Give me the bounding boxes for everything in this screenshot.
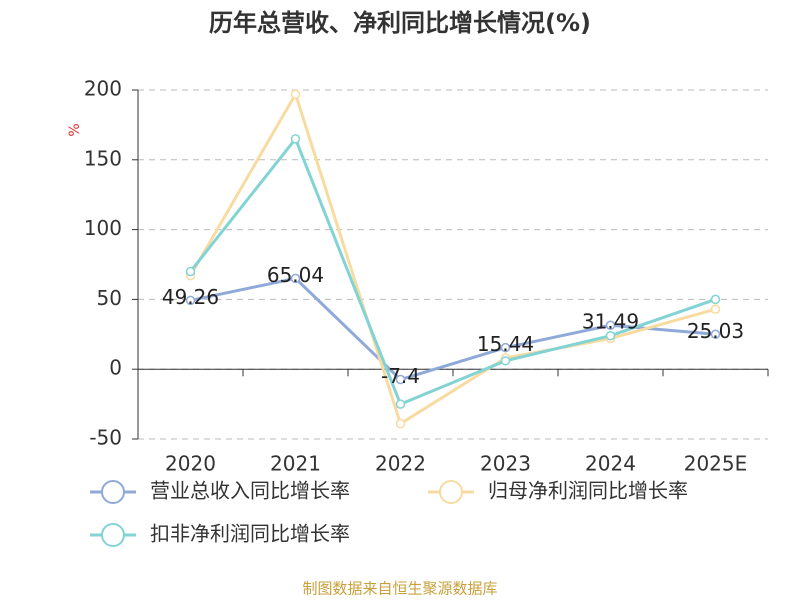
point bbox=[605, 330, 616, 341]
data-label: 25.03 bbox=[687, 319, 744, 343]
point bbox=[395, 399, 406, 409]
y-tick-label: 50 bbox=[97, 286, 122, 310]
series-line bbox=[189, 90, 716, 426]
point bbox=[500, 342, 511, 353]
point bbox=[290, 134, 301, 144]
x-tick-label: 2025E bbox=[684, 452, 748, 476]
legend-marker bbox=[101, 480, 125, 504]
series-line bbox=[189, 135, 716, 407]
legend-label: 扣非净利润同比增长率 bbox=[150, 522, 350, 546]
data-label: 65.04 bbox=[267, 263, 324, 287]
series-line bbox=[190, 276, 716, 382]
point bbox=[290, 89, 301, 99]
legend-label: 归母净利润同比增长率 bbox=[488, 479, 688, 503]
point bbox=[290, 273, 301, 284]
x-tick-label: 2022 bbox=[375, 452, 426, 476]
y-tick-label: -50 bbox=[89, 426, 122, 450]
y-tick-label: 100 bbox=[84, 216, 122, 240]
point bbox=[605, 320, 616, 330]
point bbox=[710, 294, 721, 305]
data-label: 15.44 bbox=[477, 332, 534, 356]
y-tick-label: 0 bbox=[109, 356, 122, 380]
point bbox=[185, 295, 196, 306]
legend-marker bbox=[439, 480, 463, 504]
point bbox=[710, 329, 721, 340]
x-tick-label: 2023 bbox=[480, 452, 531, 476]
x-tick-label: 2020 bbox=[165, 452, 216, 476]
data-label: 31.49 bbox=[582, 310, 639, 334]
y-tick-label: 200 bbox=[84, 77, 122, 101]
source-note: 制图数据来自恒生聚源数据库 bbox=[302, 580, 497, 598]
data-label: -7.4 bbox=[381, 364, 420, 388]
legend-marker bbox=[101, 523, 125, 547]
y-tick-label: 150 bbox=[84, 146, 122, 170]
point bbox=[395, 418, 406, 429]
data-label: 49.26 bbox=[162, 285, 219, 309]
point bbox=[185, 266, 196, 277]
legend-label: 营业总收入同比增长率 bbox=[150, 479, 350, 503]
chart-title: 历年总营收、净利同比增长情况(%) bbox=[209, 9, 591, 37]
point bbox=[500, 356, 511, 366]
x-tick-label: 2024 bbox=[585, 452, 636, 476]
point bbox=[710, 304, 721, 314]
x-tick-label: 2021 bbox=[270, 452, 321, 476]
point bbox=[395, 374, 406, 385]
y-axis-label: % bbox=[67, 123, 83, 136]
